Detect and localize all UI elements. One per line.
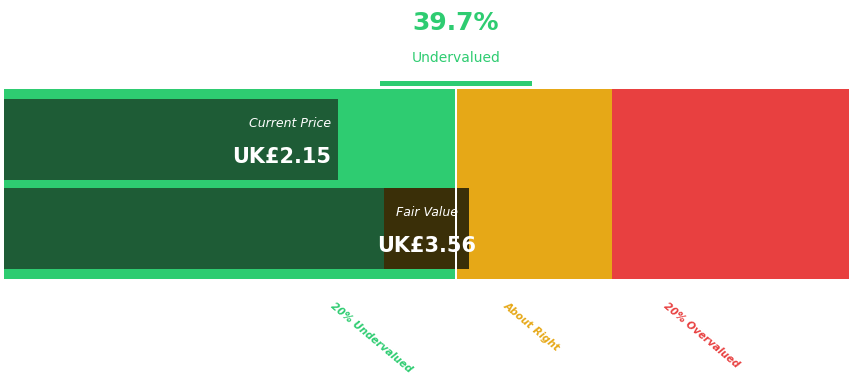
- Text: Fair Value: Fair Value: [395, 206, 457, 219]
- Text: About Right: About Right: [502, 301, 561, 353]
- Text: Undervalued: Undervalued: [412, 51, 500, 65]
- Bar: [454, 89, 457, 279]
- Bar: [612, 89, 848, 279]
- Bar: [456, 89, 612, 279]
- Text: UK£3.56: UK£3.56: [377, 236, 475, 256]
- Bar: [380, 81, 532, 86]
- Text: 20% Overvalued: 20% Overvalued: [660, 301, 740, 370]
- Text: 20% Undervalued: 20% Undervalued: [329, 301, 414, 374]
- Bar: [383, 188, 469, 269]
- Text: Current Price: Current Price: [249, 117, 331, 130]
- Bar: [4, 99, 337, 180]
- Bar: [4, 188, 456, 269]
- Text: 39.7%: 39.7%: [412, 11, 498, 35]
- Text: UK£2.15: UK£2.15: [232, 147, 331, 168]
- Bar: [4, 89, 456, 279]
